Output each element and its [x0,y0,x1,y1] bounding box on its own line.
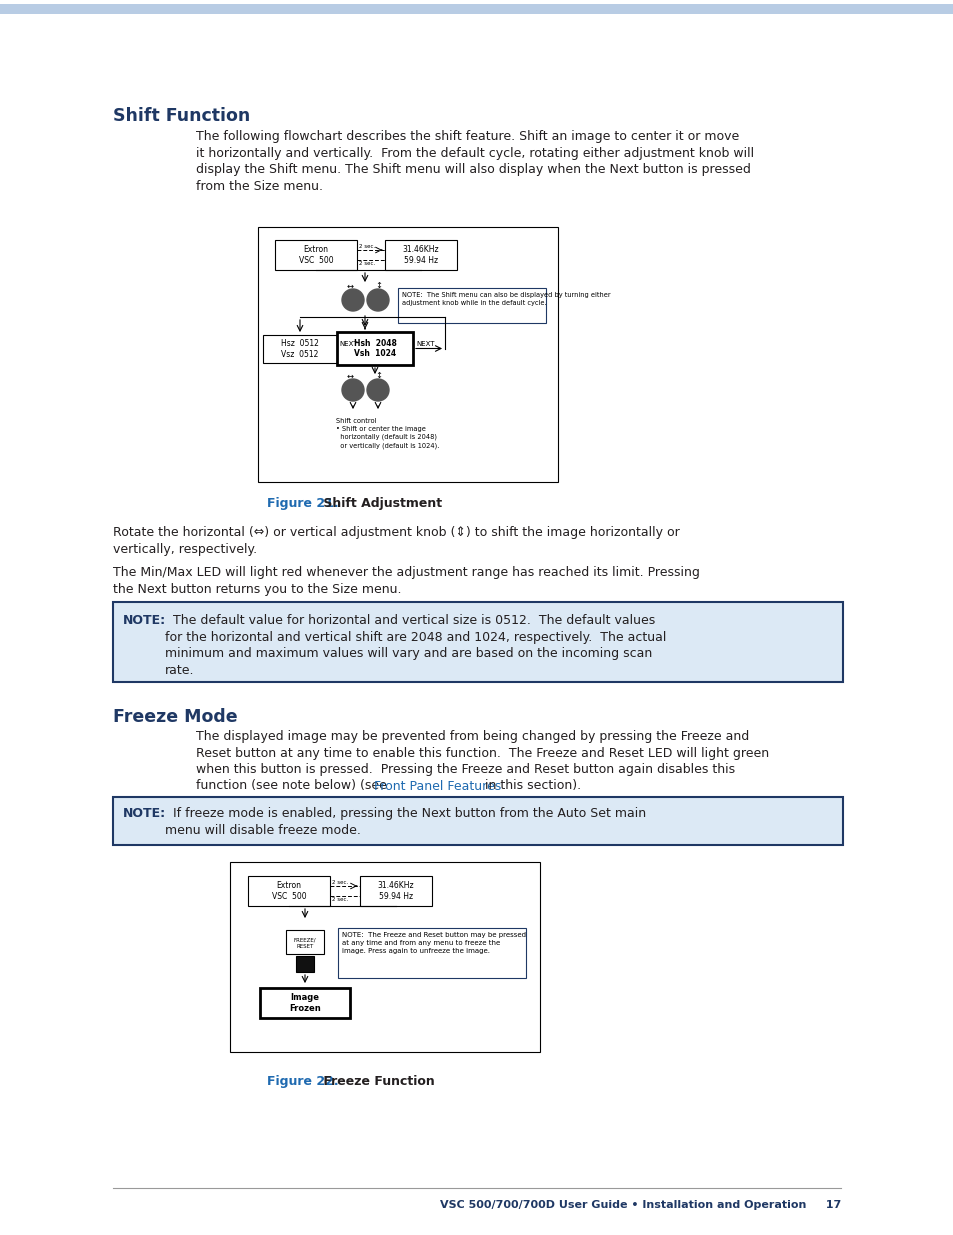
Text: Hsz  0512
Vsz  0512: Hsz 0512 Vsz 0512 [281,340,318,358]
Bar [0,4,953,14]
Text: 2 sec.: 2 sec. [358,261,375,266]
Text: from the Size menu.: from the Size menu. [195,179,323,193]
Text: Shift Adjustment: Shift Adjustment [318,496,441,510]
Bar [112,601,842,682]
Text: The following flowchart describes the shift feature. Shift an image to center it: The following flowchart describes the sh… [195,130,739,143]
Text: NEXT: NEXT [416,341,434,347]
Text: it horizontally and vertically.  From the default cycle, rotating either adjustm: it horizontally and vertically. From the… [195,147,753,159]
Text: If freeze mode is enabled, pressing the Next button from the Auto Set main: If freeze mode is enabled, pressing the … [165,806,645,820]
Text: The default value for horizontal and vertical size is 0512.  The default values: The default value for horizontal and ver… [165,614,655,627]
Text: VSC 500/700/700D User Guide • Installation and Operation     17: VSC 500/700/700D User Guide • Installati… [439,1200,841,1210]
Text: 2 sec.: 2 sec. [332,881,348,885]
Text: NOTE:: NOTE: [123,614,166,627]
Text: Freeze Mode: Freeze Mode [112,708,237,726]
Text: Reset button at any time to enable this function.  The Freeze and Reset LED will: Reset button at any time to enable this … [195,746,768,760]
Text: Hsh  2048
Vsh  1024: Hsh 2048 Vsh 1024 [354,338,396,358]
Circle shape [367,289,389,311]
Text: menu will disable freeze mode.: menu will disable freeze mode. [165,824,360,836]
Text: ↔: ↔ [346,282,354,290]
Bar [230,862,539,1052]
Text: Extron
VSC  500: Extron VSC 500 [298,246,333,264]
Text: the Next button returns you to the Size menu.: the Next button returns you to the Size … [112,583,401,595]
Text: NOTE:: NOTE: [123,806,166,820]
Text: Shift control
• Shift or center the image
  horizontally (default is 2048)
  or : Shift control • Shift or center the imag… [335,417,439,450]
Text: Rotate the horizontal (⇔) or vertical adjustment knob (⇕) to shift the image hor: Rotate the horizontal (⇔) or vertical ad… [112,526,679,538]
Bar [263,335,336,363]
Circle shape [341,379,364,401]
Text: for the horizontal and vertical shift are 2048 and 1024, respectively.  The actu: for the horizontal and vertical shift ar… [165,631,666,643]
Text: Front Panel Features: Front Panel Features [374,779,500,793]
Text: 2 sec.: 2 sec. [332,897,348,902]
Text: NEXT: NEXT [338,341,357,347]
Text: Shift Function: Shift Function [112,107,250,125]
Circle shape [341,289,364,311]
Text: 31.46KHz
59.94 Hz: 31.46KHz 59.94 Hz [377,882,414,900]
Text: Freeze Function: Freeze Function [318,1074,435,1088]
Text: Extron
VSC  500: Extron VSC 500 [272,882,306,900]
Text: when this button is pressed.  Pressing the Freeze and Reset button again disable: when this button is pressed. Pressing th… [195,763,735,776]
Text: rate.: rate. [165,663,194,677]
Bar [295,956,314,972]
Bar [257,227,558,482]
Text: NOTE:  The Freeze and Reset button may be pressed
at any time and from any menu : NOTE: The Freeze and Reset button may be… [341,932,525,953]
Text: ↕: ↕ [375,372,382,380]
Text: ↔: ↔ [346,372,354,380]
Text: The Min/Max LED will light red whenever the adjustment range has reached its lim: The Min/Max LED will light red whenever … [112,566,700,579]
Bar [112,797,842,845]
Bar [248,876,330,906]
Text: NOTE:  The Shift menu can also be displayed by turning either
adjustment knob wh: NOTE: The Shift menu can also be display… [401,291,610,306]
Circle shape [367,379,389,401]
Bar [337,927,525,978]
Text: ↕: ↕ [375,282,382,290]
Text: Image
Frozen: Image Frozen [289,993,320,1013]
Text: display the Shift menu. The Shift menu will also display when the Next button is: display the Shift menu. The Shift menu w… [195,163,750,177]
Text: RESET: RESET [296,944,314,948]
Text: minimum and maximum values will vary and are based on the incoming scan: minimum and maximum values will vary and… [165,647,652,659]
Bar [274,240,356,270]
Text: vertically, respectively.: vertically, respectively. [112,542,257,556]
Text: FREEZE/: FREEZE/ [294,937,316,942]
Text: Figure 21.: Figure 21. [267,496,338,510]
Text: function (see note below) (see: function (see note below) (see [195,779,391,793]
Bar [260,988,350,1018]
Text: 31.46KHz
59.94 Hz: 31.46KHz 59.94 Hz [402,246,438,264]
Bar [397,288,545,324]
Text: Figure 22.: Figure 22. [267,1074,338,1088]
Bar [286,930,324,953]
Bar [385,240,456,270]
Bar [359,876,432,906]
Text: The displayed image may be prevented from being changed by pressing the Freeze a: The displayed image may be prevented fro… [195,730,748,743]
Text: 2 sec.: 2 sec. [358,245,375,249]
Text: in this section).: in this section). [480,779,580,793]
Bar [336,332,413,366]
